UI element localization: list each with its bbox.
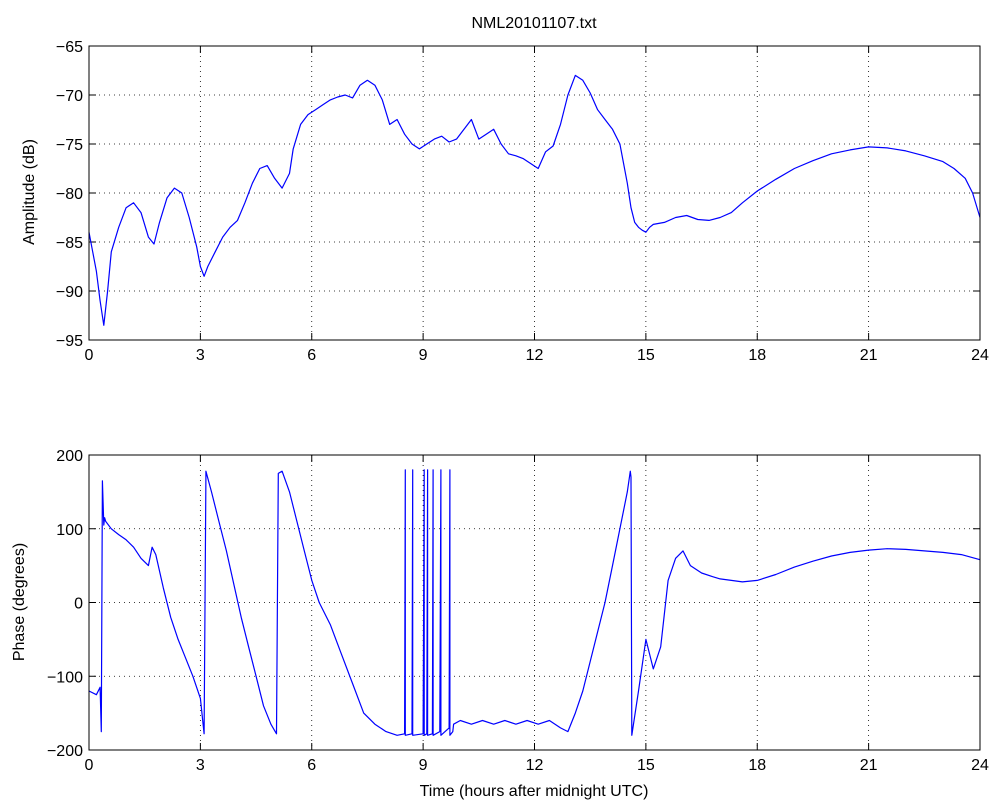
y-tick-label: −100: [47, 669, 83, 686]
x-tick-label: 21: [860, 347, 878, 364]
y-tick-label: 100: [56, 522, 83, 539]
x-tick-label: 9: [419, 757, 428, 774]
y-tick-label: −75: [56, 137, 83, 154]
x-axis-label: Time (hours after midnight UTC): [420, 783, 649, 800]
x-tick-label: 0: [85, 757, 94, 774]
plot-frame: [88, 454, 981, 751]
x-tick-label: 15: [637, 347, 655, 364]
x-tick-label: 12: [526, 757, 544, 774]
x-tick-label: 18: [748, 347, 766, 364]
x-tick-label: 12: [526, 347, 544, 364]
y-axis-label: Phase (degrees): [11, 543, 28, 661]
y-tick-label: −85: [56, 235, 83, 252]
series-line: [88, 469, 981, 736]
amplitude-plot: NML20101107.txt Amplitude (dB) 0 3 6 9 12 15 1…: [21, 15, 989, 364]
y-tick-label: −95: [56, 333, 83, 350]
phase-plot: Phase (degrees) Time (hours after midnig…: [11, 448, 989, 800]
grid-lines: [89, 46, 980, 340]
x-tick-label: 3: [196, 347, 205, 364]
y-axis-label: Amplitude (dB): [21, 139, 38, 245]
y-tick-label: −80: [56, 186, 83, 203]
y-tick-label: −70: [56, 88, 83, 105]
y-tick-label: 0: [74, 596, 83, 613]
data-series: [88, 74, 981, 326]
x-tick-label: 0: [85, 347, 94, 364]
x-tick-label: 6: [307, 347, 316, 364]
x-tick-label: 18: [748, 757, 766, 774]
x-tick-label: 6: [307, 757, 316, 774]
series-line: [88, 74, 981, 326]
y-tick-label: −200: [47, 743, 83, 760]
x-tick-label: 21: [860, 757, 878, 774]
axis-ticks: 0 3 6 9 12 15 18 21 24 −95 −90 −85 −80 −75 −70 −65: [56, 39, 989, 364]
y-tick-label: −65: [56, 39, 83, 56]
y-tick-label: −90: [56, 284, 83, 301]
x-tick-label: 3: [196, 757, 205, 774]
x-tick-label: 24: [971, 347, 989, 364]
y-tick-label: 200: [56, 448, 83, 465]
data-series: [88, 469, 981, 736]
x-tick-label: 15: [637, 757, 655, 774]
x-tick-label: 24: [971, 757, 989, 774]
plot-title: NML20101107.txt: [471, 15, 597, 32]
axis-ticks: 0 3 6 9 12 15 18 21 24 −200 −100 0 100 200: [47, 448, 989, 774]
x-tick-label: 9: [419, 347, 428, 364]
plot-frame: [88, 45, 981, 341]
